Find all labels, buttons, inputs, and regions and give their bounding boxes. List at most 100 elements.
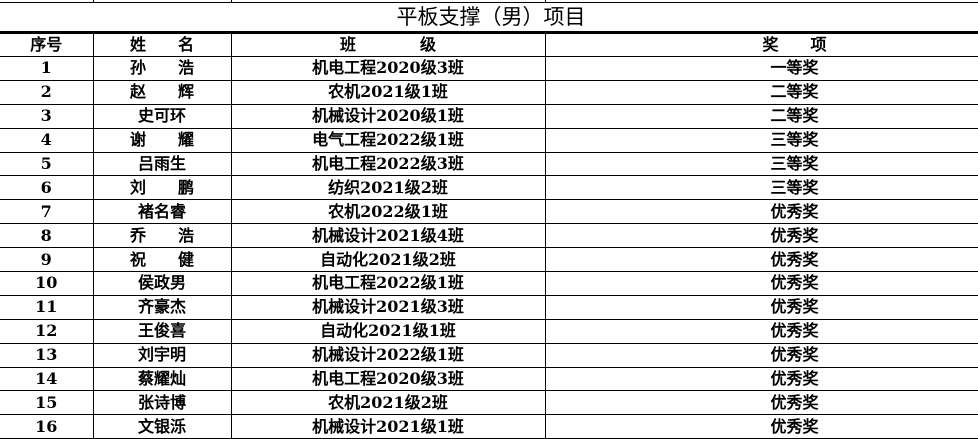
previous-row-edge xyxy=(0,0,978,3)
cell-class: 机械设计2021级4班 xyxy=(230,223,546,249)
grid-line xyxy=(93,0,94,3)
cell-no: 4 xyxy=(0,127,94,153)
header-no: 序号 xyxy=(0,32,94,57)
cell-name: 史可环 xyxy=(92,103,232,129)
header-row: 序号 姓 名 班 级 奖 项 xyxy=(0,32,978,57)
cell-name: 文银泺 xyxy=(92,414,232,439)
cell-class: 机电工程2022级3班 xyxy=(230,151,546,177)
cell-award-text: 一等奖 xyxy=(770,58,819,78)
cell-no: 12 xyxy=(0,318,94,344)
table-row: 3 史可环 机械设计2020级1班 二等奖 xyxy=(0,103,978,129)
cell-no: 11 xyxy=(0,294,94,320)
cell-class: 机械设计2021级3班 xyxy=(230,294,546,320)
cell-no: 13 xyxy=(0,342,94,368)
table-title: 平板支撑（男）项目 xyxy=(0,3,978,31)
table-row: 15 张诗博 农机2021级2班 优秀奖 xyxy=(0,390,978,416)
cell-award: 三等奖 xyxy=(544,127,978,153)
cell-award-text: 优秀奖 xyxy=(770,249,819,269)
cell-award-text: 优秀奖 xyxy=(770,416,819,436)
table-row: 16 文银泺 机械设计2021级1班 优秀奖 xyxy=(0,414,978,439)
cell-award: 三等奖 xyxy=(544,175,978,201)
table-row: 7 褚名睿 农机2022级1班 优秀奖 xyxy=(0,199,978,225)
cell-award: 优秀奖 xyxy=(544,199,978,225)
title-text: 平板支撑（男）项目 xyxy=(396,5,586,29)
cell-no: 1 xyxy=(0,56,94,81)
cell-name: 侯政男 xyxy=(92,271,232,296)
header-award: 奖 项 xyxy=(544,32,978,57)
cell-class: 农机2022级1班 xyxy=(230,199,546,225)
cell-no: 3 xyxy=(0,103,94,129)
cell-name: 赵 辉 xyxy=(92,79,232,105)
cell-award: 优秀奖 xyxy=(544,247,978,273)
cell-class: 自动化2021级2班 xyxy=(230,247,546,273)
cell-name: 吕雨生 xyxy=(92,151,232,177)
cell-name: 褚名睿 xyxy=(92,199,232,225)
table-row: 12 王俊喜 自动化2021级1班 优秀奖 xyxy=(0,318,978,344)
cell-award: 优秀奖 xyxy=(544,414,978,439)
header-class: 班 级 xyxy=(230,32,546,57)
cell-award-text: 优秀奖 xyxy=(770,321,819,341)
cell-no: 16 xyxy=(0,414,94,439)
cell-class: 纺织2021级2班 xyxy=(230,175,546,201)
cell-award: 二等奖 xyxy=(544,79,978,105)
cell-award-text: 二等奖 xyxy=(770,82,819,102)
cell-award-text: 优秀奖 xyxy=(770,273,819,293)
cell-no: 8 xyxy=(0,223,94,249)
cell-award: 优秀奖 xyxy=(544,366,978,392)
cell-award: 一等奖 xyxy=(544,56,978,81)
cell-no: 5 xyxy=(0,151,94,177)
cell-no: 15 xyxy=(0,390,94,416)
cell-award: 优秀奖 xyxy=(544,390,978,416)
cell-name: 王俊喜 xyxy=(92,318,232,344)
cell-name: 谢 耀 xyxy=(92,127,232,153)
cell-award: 优秀奖 xyxy=(544,223,978,249)
cell-no: 14 xyxy=(0,366,94,392)
cell-name: 刘 鹏 xyxy=(92,175,232,201)
grid-line xyxy=(231,0,232,3)
cell-no: 7 xyxy=(0,199,94,225)
cell-award-text: 三等奖 xyxy=(770,177,819,197)
cell-name: 刘宇明 xyxy=(92,342,232,368)
cell-award-text: 优秀奖 xyxy=(770,369,819,389)
cell-award: 三等奖 xyxy=(544,151,978,177)
cell-award: 优秀奖 xyxy=(544,342,978,368)
cell-award-text: 三等奖 xyxy=(770,130,819,150)
cell-class: 电气工程2022级1班 xyxy=(230,127,546,153)
cell-award: 优秀奖 xyxy=(544,294,978,320)
cell-class: 机电工程2020级3班 xyxy=(230,56,546,81)
cell-class: 机械设计2020级1班 xyxy=(230,103,546,129)
cell-no: 9 xyxy=(0,247,94,273)
header-name: 姓 名 xyxy=(92,32,232,57)
cell-class: 机电工程2020级3班 xyxy=(230,366,546,392)
table-row: 13 刘宇明 机械设计2022级1班 优秀奖 xyxy=(0,342,978,368)
cell-award: 优秀奖 xyxy=(544,318,978,344)
cell-award-text: 优秀奖 xyxy=(770,297,819,317)
cell-award-text: 优秀奖 xyxy=(770,345,819,365)
cell-award-text: 优秀奖 xyxy=(770,225,819,245)
cell-class: 自动化2021级1班 xyxy=(230,318,546,344)
cell-name: 蔡耀灿 xyxy=(92,366,232,392)
header-award-text: 奖 项 xyxy=(762,35,827,54)
cell-no: 6 xyxy=(0,175,94,201)
cell-award: 二等奖 xyxy=(544,103,978,129)
cell-class: 机械设计2021级1班 xyxy=(230,414,546,439)
table-row: 11 齐豪杰 机械设计2021级3班 优秀奖 xyxy=(0,294,978,320)
cell-award-text: 优秀奖 xyxy=(770,201,819,221)
cell-award-text: 优秀奖 xyxy=(770,392,819,412)
cell-class: 机械设计2022级1班 xyxy=(230,342,546,368)
cell-class: 机电工程2022级1班 xyxy=(230,271,546,296)
cell-name: 乔 浩 xyxy=(92,223,232,249)
cell-no: 10 xyxy=(0,271,94,296)
cell-award: 优秀奖 xyxy=(544,271,978,296)
cell-award-text: 三等奖 xyxy=(770,154,819,173)
cell-name: 孙 浩 xyxy=(92,56,232,81)
cell-award-text: 二等奖 xyxy=(770,106,819,126)
table-row: 10 侯政男 机电工程2022级1班 优秀奖 xyxy=(0,271,978,296)
table-row: 5 吕雨生 机电工程2022级3班 三等奖 xyxy=(0,151,978,177)
